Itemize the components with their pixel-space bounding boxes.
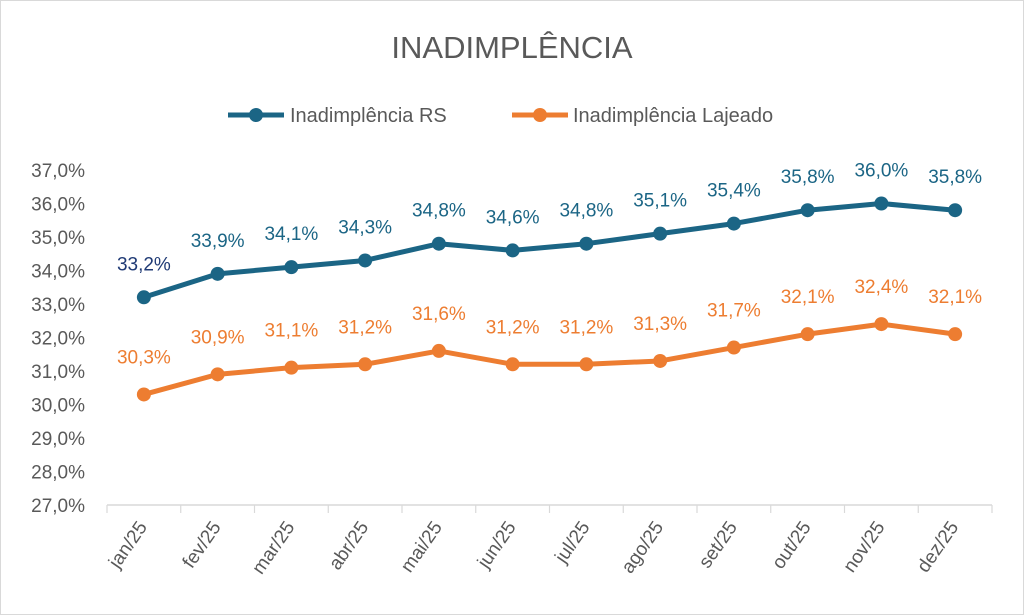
data-point (579, 357, 594, 372)
x-tick-label: jan/25 (104, 518, 151, 573)
y-tick-label: 31,0% (31, 362, 85, 383)
data-label: 31,3% (633, 314, 687, 335)
data-point (874, 317, 889, 332)
x-tick-label: mar/25 (248, 518, 299, 578)
data-label: 31,2% (559, 317, 613, 338)
chart-title: INADIMPLÊNCIA (391, 30, 632, 65)
data-label: 34,6% (486, 207, 540, 228)
data-label: 30,9% (191, 327, 245, 348)
data-point (284, 360, 299, 375)
data-label: 32,4% (854, 277, 908, 298)
data-point (579, 236, 594, 251)
data-label: 35,8% (928, 167, 982, 188)
data-point (653, 226, 668, 241)
data-point (505, 357, 520, 372)
data-point (800, 327, 815, 342)
data-label: 31,2% (338, 317, 392, 338)
legend-item-rs: Inadimplência RS (228, 105, 447, 127)
legend: Inadimplência RS Inadimplência Lajeado (228, 105, 773, 127)
y-tick-label: 29,0% (31, 429, 85, 450)
x-tick-label: jul/25 (551, 518, 595, 568)
data-point (431, 236, 446, 251)
x-axis: jan/25 fev/25 mar/25 abr/25 mai/25 jun/25 jul/… (104, 504, 993, 578)
y-tick-label: 36,0% (31, 195, 85, 216)
series-lajeado: 30,3% 30,9% 31,1% 31,2% 31,6% 31,2% 31,2% 31,3%… (117, 277, 982, 402)
data-point (653, 353, 668, 368)
x-tick-label: set/25 (695, 518, 742, 572)
data-point (948, 203, 963, 218)
y-tick-label: 27,0% (31, 496, 85, 517)
y-tick-label: 35,0% (31, 228, 85, 249)
y-tick-label: 30,0% (31, 396, 85, 417)
series-rs: 33,2% 33,9% 34,1% 34,3% 34,8% 34,6% 34,8% 35,1%… (117, 161, 982, 305)
data-point (874, 196, 889, 211)
x-tick-label: out/25 (768, 518, 816, 573)
x-tick-label: dez/25 (913, 518, 963, 577)
data-point (800, 203, 815, 218)
data-point (726, 216, 741, 231)
x-tick-label: jun/25 (473, 518, 520, 573)
legend-item-lajeado: Inadimplência Lajeado (512, 105, 773, 127)
data-label: 35,8% (781, 167, 835, 188)
data-point (431, 343, 446, 358)
y-tick-label: 33,0% (31, 295, 85, 316)
legend-marker (249, 108, 263, 122)
x-tick-label: mai/25 (397, 518, 447, 577)
legend-label: Inadimplência RS (290, 105, 447, 127)
data-label: 31,7% (707, 301, 761, 322)
data-label: 30,3% (117, 347, 171, 368)
data-point (505, 243, 520, 258)
x-tick-label: abr/25 (325, 518, 373, 574)
data-label: 36,0% (854, 161, 908, 182)
legend-marker (533, 108, 547, 122)
data-point (358, 253, 373, 268)
data-label: 31,2% (486, 317, 540, 338)
plot-area: 33,2% 33,9% 34,1% 34,3% 34,8% 34,6% 34,8% 35,1%… (117, 161, 982, 402)
data-point (358, 357, 373, 372)
series-line (143, 321, 956, 397)
legend-label: Inadimplência Lajeado (573, 105, 773, 127)
y-tick-label: 34,0% (31, 262, 85, 283)
data-point (136, 290, 151, 305)
data-point (210, 266, 225, 281)
data-label: 34,8% (559, 201, 613, 222)
data-point (136, 387, 151, 402)
data-point (726, 340, 741, 355)
data-label: 35,4% (707, 181, 761, 202)
y-tick-label: 28,0% (31, 463, 85, 484)
y-tick-label: 37,0% (31, 161, 85, 182)
series-line (143, 201, 956, 300)
data-label: 31,1% (264, 321, 318, 342)
y-tick-label: 32,0% (31, 329, 85, 350)
data-point (284, 260, 299, 275)
data-label: 34,1% (264, 224, 318, 245)
data-label: 34,8% (412, 201, 466, 222)
data-label: 32,1% (781, 287, 835, 308)
y-axis: 27,0% 28,0% 29,0% 30,0% 31,0% 32,0% 33,0% 34,0%… (31, 161, 85, 517)
x-tick-label: fev/25 (179, 518, 226, 572)
data-label: 35,1% (633, 191, 687, 212)
data-label: 34,3% (338, 217, 392, 238)
x-tick-label: nov/25 (840, 518, 890, 577)
data-label: 33,2% (117, 254, 171, 275)
data-point (948, 327, 963, 342)
data-label: 31,6% (412, 304, 466, 325)
data-point (210, 367, 225, 382)
data-label: 33,9% (191, 231, 245, 252)
data-label: 32,1% (928, 287, 982, 308)
x-tick-label: ago/25 (618, 518, 669, 578)
